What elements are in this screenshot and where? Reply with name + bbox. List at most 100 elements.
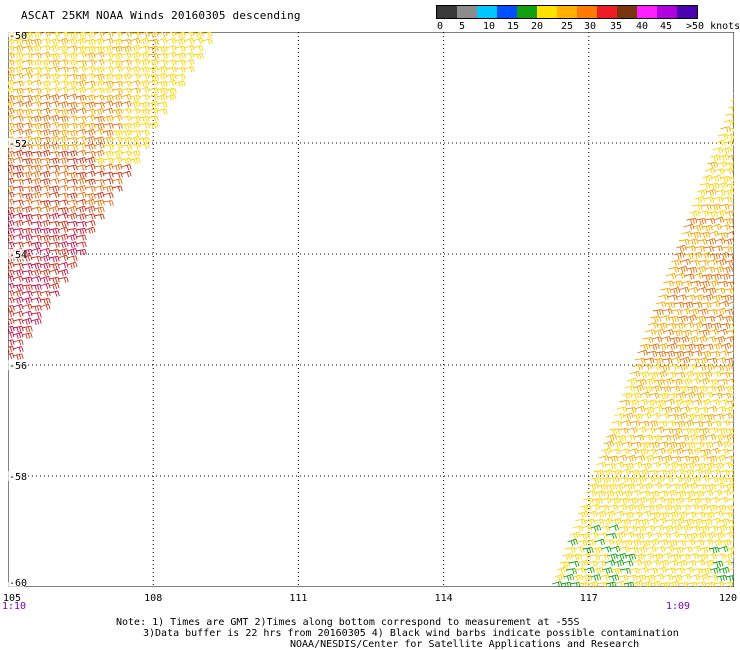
wind-barb [661,552,672,559]
wind-barb [652,455,664,462]
wind-barb [608,428,620,435]
wind-barb [729,127,734,133]
wind-barb [30,123,42,130]
wind-barb [30,79,42,86]
wind-barb [84,143,96,151]
wind-barb [75,142,87,149]
wind-barb [685,511,697,518]
time-label-right: 1:09 [666,601,691,612]
wind-barb [75,94,87,102]
wind-barb [8,310,15,317]
wind-barb [66,255,78,262]
wind-speed-colorbar [436,5,698,19]
wind-barb [647,371,659,379]
longitude-label: 111 [289,593,308,604]
wind-barb [658,512,670,519]
wind-barb [174,73,186,80]
wind-barb [671,427,683,435]
wind-barb [657,539,669,546]
latitude-label-bg [8,249,24,259]
wind-barb [30,88,42,95]
latitude-label: -58 [9,472,27,483]
wind-barb [715,504,727,512]
wind-barb [120,38,132,46]
colorbar-swatch [557,6,577,18]
wind-barb [655,350,667,358]
wind-barb [655,399,667,407]
wind-barb [564,546,576,553]
wind-barb [129,121,141,129]
wind-barb [670,456,682,463]
wind-barb [665,323,677,330]
wind-barb [120,170,132,178]
wind-barb [129,94,141,102]
wind-barb [694,559,706,566]
wind-barb [66,137,78,144]
wind-barb [725,525,734,533]
wind-barb [93,157,105,165]
wind-barb [12,171,24,179]
wind-barb [639,343,651,351]
wind-barb [710,322,722,330]
wind-barb [692,371,704,379]
wind-barb [657,441,669,448]
wind-barb [639,490,651,497]
wind-barb [111,88,123,95]
wind-barb [147,121,159,129]
wind-barb [48,241,60,248]
wind-barb [725,427,734,435]
wind-barb [707,525,719,532]
colorbar-label: 35 [610,21,623,32]
wind-barb [650,315,662,323]
wind-barb [138,37,150,45]
wind-barb [702,343,714,350]
wind-barb [613,510,625,517]
wind-barb [682,399,694,407]
colorbar-swatch [577,6,597,18]
wind-barb [720,539,732,547]
wind-barb [21,95,33,102]
wind-barb [93,199,105,207]
wind-barb [589,554,601,561]
wind-barb [723,433,734,441]
wind-barb [720,175,731,183]
wind-barb [621,392,633,400]
wind-barb [575,567,586,574]
wind-barb [643,357,655,364]
wind-barb [594,490,606,498]
wind-barb [174,59,186,66]
wind-barb [725,113,734,120]
wind-barb [727,253,734,260]
wind-barb [84,220,96,227]
wind-barb [726,133,734,140]
wind-barb [634,553,646,561]
wind-barb [582,547,594,554]
wind-barb [611,567,622,575]
time-label-left: 1:10 [2,601,27,612]
wind-barb [663,497,675,505]
wind-barb [693,343,705,351]
wind-barb [682,448,693,455]
wind-barb [690,231,702,239]
wind-barb [75,46,87,53]
wind-barb [75,115,87,123]
wind-barb [695,364,707,371]
wind-barb [704,218,716,225]
wind-barb [695,581,707,587]
wind-barb [704,414,715,421]
wind-barb [48,199,60,206]
wind-barb [75,221,87,228]
wind-barb [21,284,33,291]
wind-barb [727,567,734,571]
wind-barb [660,435,672,442]
wind-barb [696,484,708,491]
wind-barb [12,346,24,353]
wind-barb [595,461,607,468]
wind-barb [719,470,731,477]
wind-barb [57,268,69,276]
wind-barb [593,469,605,477]
wind-barb [623,581,635,587]
wind-barb [633,434,645,441]
wind-barb [30,199,42,206]
wind-barb [93,206,105,214]
